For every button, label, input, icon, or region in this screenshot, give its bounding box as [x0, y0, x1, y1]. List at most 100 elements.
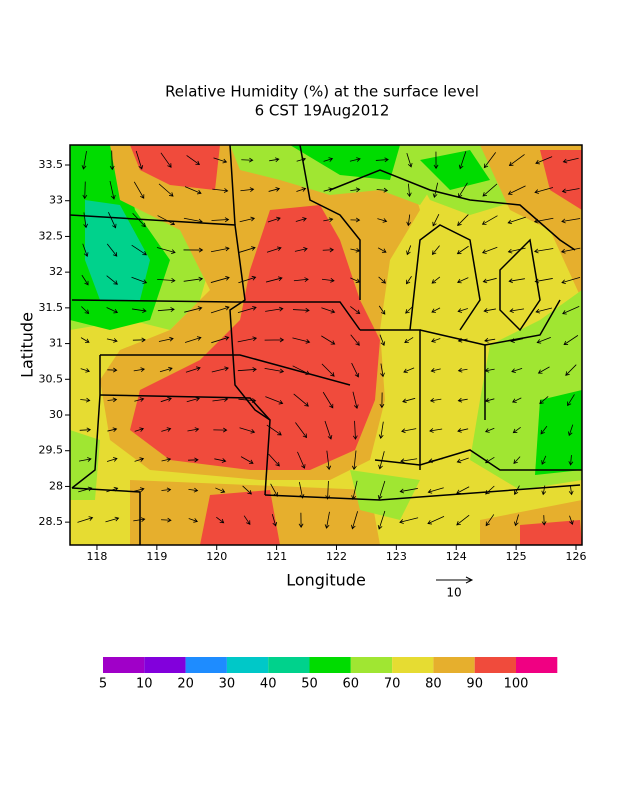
wind-arrow	[188, 518, 199, 523]
wind-arrow	[212, 188, 229, 193]
wind-arrow	[240, 187, 255, 193]
colorbar-box	[103, 657, 145, 673]
wind-arrow	[406, 152, 413, 168]
wind-arrow	[133, 517, 146, 522]
wind-arrow	[134, 487, 145, 492]
wind-arrow	[80, 397, 91, 403]
wind-arrow	[562, 157, 579, 164]
wind-arrow	[160, 152, 172, 168]
wind-arrow	[242, 485, 252, 495]
title-line: Relative Humidity (%) at the surface lev…	[165, 83, 479, 101]
wind-arrow	[109, 150, 115, 171]
wind-arrow	[184, 306, 203, 313]
wind-arrow	[377, 218, 388, 223]
wind-arrow	[321, 277, 335, 283]
colorbar-label: 5	[99, 677, 107, 692]
y-tick-label: 28.5	[39, 515, 64, 528]
wind-arrow	[481, 246, 498, 254]
wind-arrow	[484, 456, 495, 464]
wind-arrow	[458, 151, 467, 170]
wind-arrow	[131, 276, 148, 284]
wind-arrow	[243, 515, 251, 525]
wind-arrow	[351, 511, 359, 530]
y-tick-label: 30	[49, 408, 63, 421]
reference-vector-head	[465, 576, 474, 584]
wind-arrow	[376, 187, 389, 193]
wind-arrow	[185, 366, 201, 373]
wind-arrow	[401, 428, 417, 434]
colorbar-label: 60	[343, 677, 360, 692]
wind-arrow	[350, 306, 361, 315]
wind-arrow	[321, 307, 336, 314]
colorbar-label: 70	[384, 677, 401, 692]
wind-arrow	[508, 278, 525, 284]
colorbar-box	[392, 657, 434, 673]
colorbar-box	[268, 657, 310, 673]
wind-arrow	[375, 157, 389, 163]
x-tick-label: 124	[446, 550, 467, 563]
wind-arrow	[561, 218, 581, 224]
wind-arrow	[268, 187, 281, 192]
wind-arrow	[406, 276, 412, 285]
wind-arrow	[238, 398, 257, 403]
wind-arrow	[210, 275, 230, 283]
wind-arrow	[271, 514, 278, 527]
wind-arrow	[298, 512, 304, 528]
y-tick-label: 31	[49, 337, 63, 350]
wind-arrow	[323, 217, 334, 223]
y-axis-label: Latitude	[18, 312, 37, 378]
wind-arrow	[237, 367, 257, 372]
wind-arrow	[350, 277, 361, 283]
x-tick-label: 125	[506, 550, 527, 563]
wind-arrow	[508, 154, 525, 166]
wind-arrow	[534, 187, 554, 194]
wind-arrow	[379, 392, 385, 409]
colorbar-label: 80	[425, 677, 442, 692]
axes: 118 119 120 121 122 123 124 125 126 28.5 28 29.5 30 3…	[39, 158, 587, 563]
wind-arrow	[183, 217, 203, 224]
wind-arrow	[457, 397, 468, 403]
wind-arrow	[297, 451, 306, 469]
wind-arrow	[485, 485, 495, 495]
wind-arrow	[400, 458, 418, 464]
wind-arrow	[456, 277, 469, 284]
wind-arrow	[77, 516, 94, 523]
wind-arrow	[157, 215, 176, 226]
wind-arrow	[107, 367, 118, 373]
wind-arrow	[534, 278, 553, 284]
wind-arrow	[560, 247, 581, 254]
wind-arrow	[507, 216, 526, 225]
wind-arrow	[350, 217, 361, 223]
y-tick-label: 32.5	[39, 229, 64, 242]
wind-arrow	[324, 511, 330, 529]
wind-arrow	[211, 366, 229, 373]
wind-arrow	[429, 428, 443, 433]
colorbar-label: 40	[260, 677, 277, 692]
wind-arrow	[296, 157, 307, 162]
colorbar-label: 30	[219, 677, 236, 692]
wind-arrow	[160, 397, 172, 403]
x-axis-label: Longitude	[286, 571, 366, 590]
colorbar-label: 100	[504, 677, 529, 692]
wind-arrow	[512, 397, 522, 403]
wind-arrow	[349, 157, 361, 162]
wind-arrow	[106, 307, 119, 314]
wind-arrow	[266, 246, 282, 253]
wind-arrow	[405, 306, 413, 314]
colorbar: 5 10 20 30 40 50 60 70 80 90 100	[99, 657, 558, 692]
wind-arrow	[298, 481, 305, 499]
wind-arrow	[321, 363, 335, 377]
wind-arrow	[266, 424, 282, 436]
wind-arrow	[157, 278, 176, 283]
wind-arrow	[562, 305, 580, 315]
wind-arrow	[458, 182, 468, 198]
wind-arrow	[106, 338, 118, 343]
wind-arrow	[402, 397, 416, 404]
wind-arrow	[159, 366, 173, 373]
wind-arrow	[161, 487, 172, 493]
wind-arrow	[80, 368, 91, 373]
colorbar-label: 20	[177, 677, 194, 692]
wind-arrow	[568, 485, 574, 496]
wind-arrow	[323, 157, 334, 162]
